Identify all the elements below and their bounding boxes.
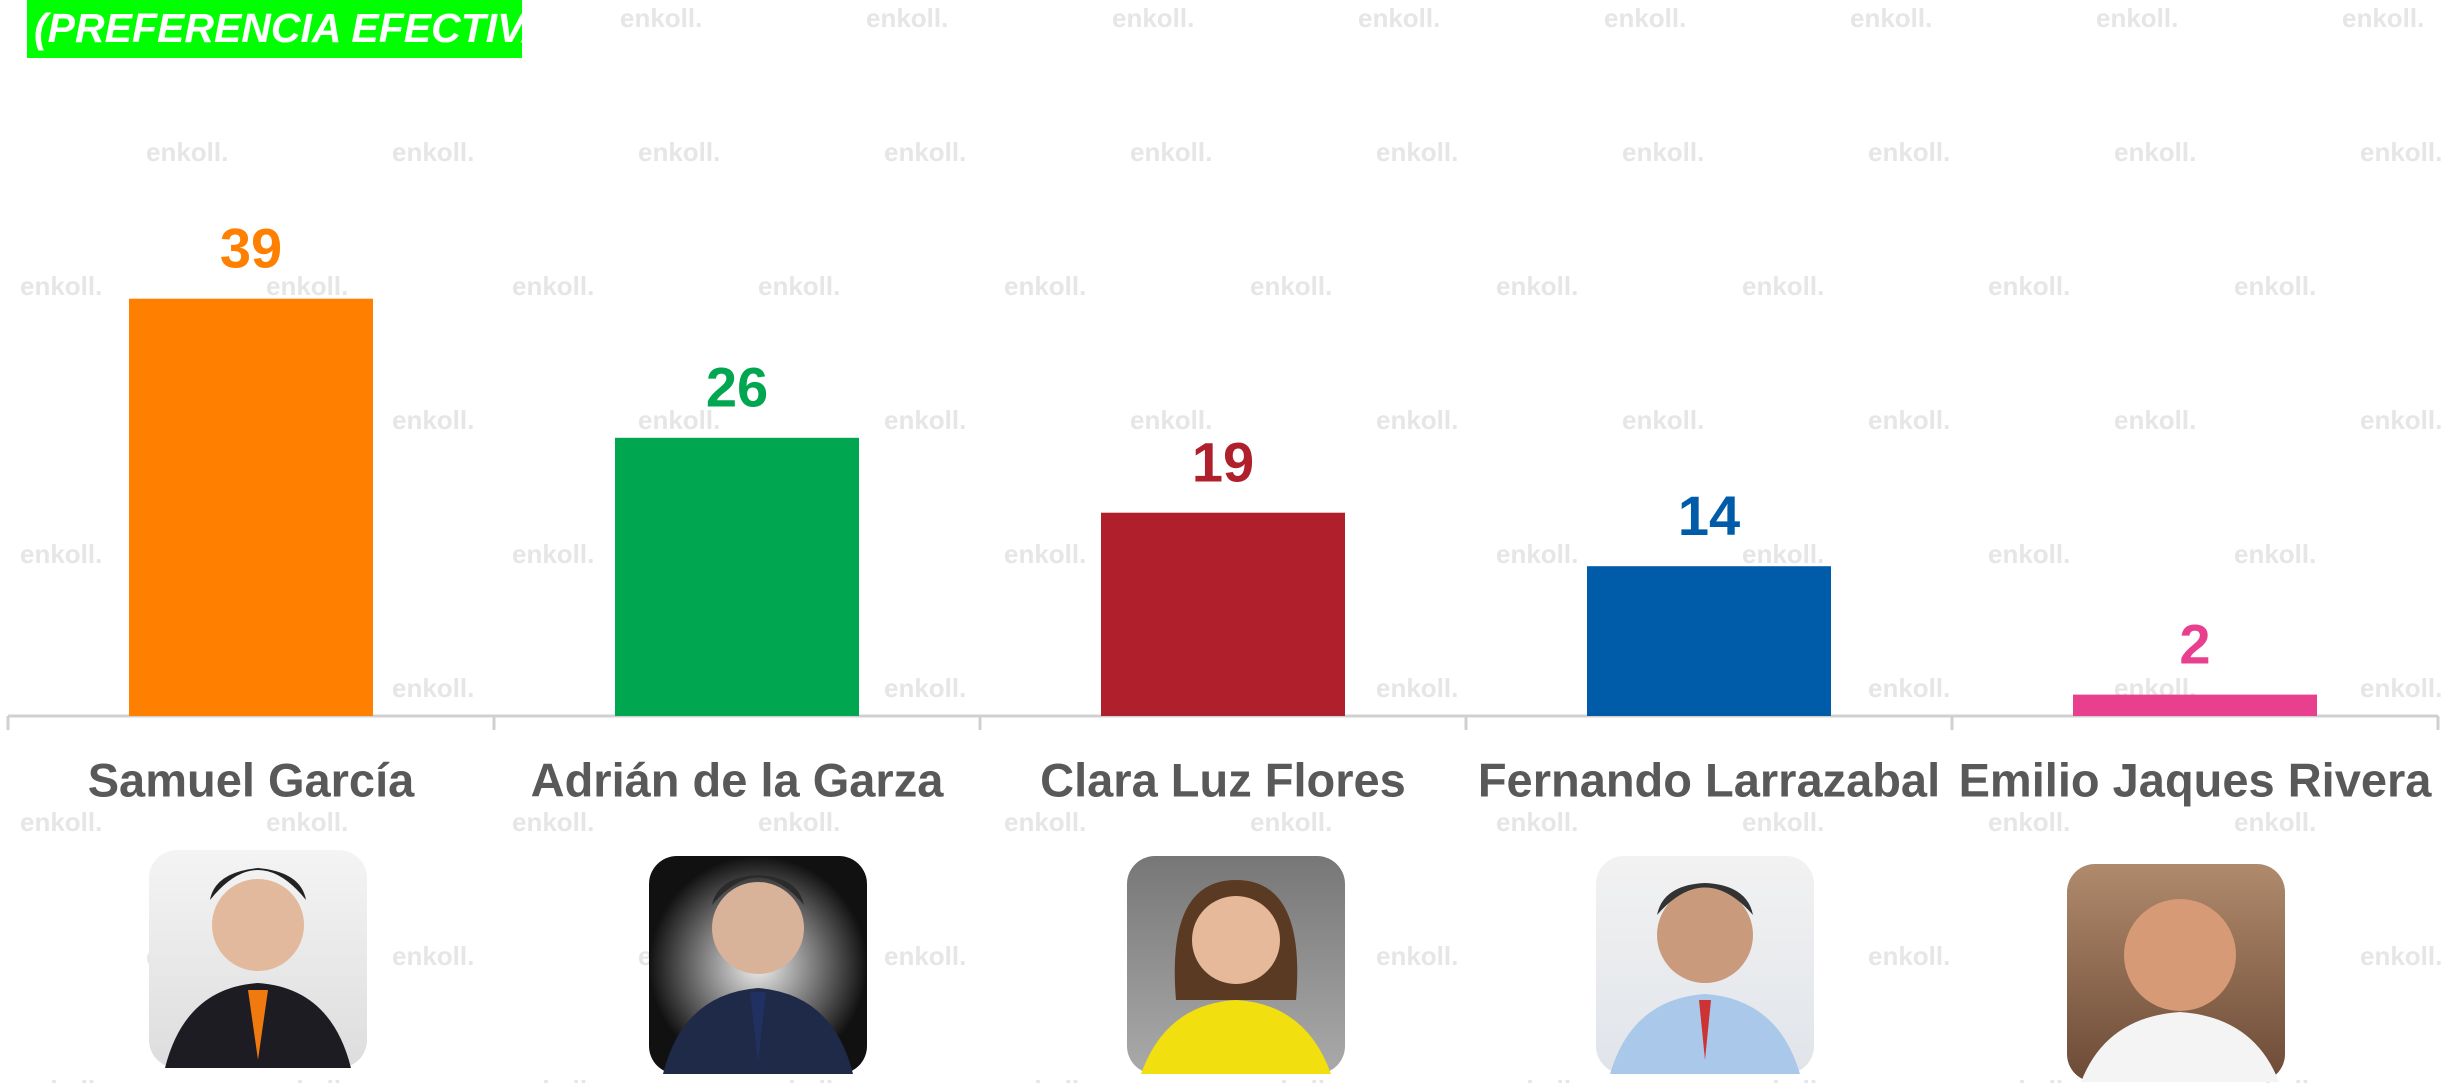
watermark: enkoll. — [1868, 673, 1950, 703]
watermark: enkoll. — [266, 807, 348, 837]
watermark: enkoll. — [758, 1075, 840, 1083]
watermark: enkoll. — [20, 271, 102, 301]
watermark: enkoll. — [1004, 539, 1086, 569]
watermark: enkoll. — [1868, 405, 1950, 435]
watermark: enkoll. — [758, 807, 840, 837]
watermark: enkoll. — [1868, 137, 1950, 167]
photo — [2067, 864, 2285, 1082]
watermark: enkoll. — [2096, 3, 2178, 33]
x-tick-label: Clara Luz Flores — [1040, 753, 1406, 806]
watermark: enkoll. — [1004, 1075, 1086, 1083]
watermark: enkoll. — [392, 673, 474, 703]
watermark: enkoll. — [1496, 1075, 1578, 1083]
watermark: enkoll. — [512, 539, 594, 569]
watermark: enkoll. — [392, 941, 474, 971]
bar — [1587, 566, 1831, 716]
watermark: enkoll. — [1622, 137, 1704, 167]
watermark: enkoll. — [20, 539, 102, 569]
bar — [1101, 513, 1345, 716]
watermark: enkoll. — [2114, 405, 2196, 435]
watermark: enkoll. — [2360, 137, 2442, 167]
watermark: enkoll. — [2342, 3, 2424, 33]
watermark: enkoll. — [884, 673, 966, 703]
photo — [149, 850, 367, 1068]
watermark: enkoll. — [2234, 271, 2316, 301]
watermark: enkoll. — [146, 137, 228, 167]
watermark: enkoll. — [1604, 3, 1686, 33]
watermark: enkoll. — [1742, 539, 1824, 569]
watermark: enkoll. — [2360, 673, 2442, 703]
watermark: enkoll. — [1988, 539, 2070, 569]
watermark: enkoll. — [884, 405, 966, 435]
value-label: 26 — [706, 356, 768, 419]
value-label: 19 — [1192, 430, 1254, 493]
bar — [129, 299, 373, 716]
watermark: enkoll. — [512, 807, 594, 837]
watermark: enkoll. — [1868, 941, 1950, 971]
photo — [1596, 856, 1814, 1074]
watermark: enkoll. — [1742, 271, 1824, 301]
watermark: enkoll. — [512, 1075, 594, 1083]
watermark: enkoll. — [1988, 807, 2070, 837]
watermark: enkoll. — [1622, 405, 1704, 435]
watermark: enkoll. — [1376, 941, 1458, 971]
value-label: 2 — [2179, 612, 2210, 675]
watermark: enkoll. — [884, 941, 966, 971]
watermark: enkoll. — [2234, 807, 2316, 837]
watermark: enkoll. — [620, 3, 702, 33]
watermark: enkoll. — [1496, 271, 1578, 301]
chart-title: (PREFERENCIA EFECTIVA) — [34, 5, 565, 51]
value-label: 39 — [220, 216, 282, 279]
watermark: enkoll. — [392, 405, 474, 435]
watermark: enkoll. — [2360, 941, 2442, 971]
watermark: enkoll. — [1130, 137, 1212, 167]
photo — [649, 856, 867, 1074]
watermark: enkoll. — [1250, 807, 1332, 837]
watermark: enkoll. — [1112, 3, 1194, 33]
watermark: enkoll. — [1004, 271, 1086, 301]
watermark: enkoll. — [1496, 539, 1578, 569]
x-tick-label: Fernando Larrazabal — [1478, 753, 1940, 806]
bar — [615, 438, 859, 716]
watermark: enkoll. — [1358, 3, 1440, 33]
watermark: enkoll. — [1376, 405, 1458, 435]
watermark: enkoll. — [1742, 1075, 1824, 1083]
value-label: 14 — [1678, 484, 1740, 547]
x-tick-label: Emilio Jaques Rivera — [1959, 753, 2433, 806]
watermark: enkoll. — [884, 137, 966, 167]
watermark: enkoll. — [1850, 3, 1932, 33]
watermark: enkoll. — [1496, 807, 1578, 837]
bar — [2073, 695, 2317, 716]
watermark: enkoll. — [866, 3, 948, 33]
watermark: enkoll. — [1250, 271, 1332, 301]
watermark: enkoll. — [2360, 405, 2442, 435]
watermark: enkoll. — [512, 271, 594, 301]
watermark: enkoll. — [392, 137, 474, 167]
watermark: enkoll. — [1988, 271, 2070, 301]
x-tick-label: Adrián de la Garza — [531, 753, 945, 806]
watermark: enkoll. — [20, 1075, 102, 1083]
watermark: enkoll. — [1376, 137, 1458, 167]
watermark: enkoll. — [638, 137, 720, 167]
watermark: enkoll. — [758, 271, 840, 301]
watermark: enkoll. — [1004, 807, 1086, 837]
watermark: enkoll. — [1742, 807, 1824, 837]
chart: enkoll. enkoll. enkoll. enkoll. enkoll. enkol… — [0, 0, 2443, 1083]
watermark: enkoll. — [1250, 1075, 1332, 1083]
watermark: enkoll. — [2114, 137, 2196, 167]
watermark: enkoll. — [1376, 673, 1458, 703]
watermark: enkoll. — [266, 1075, 348, 1083]
watermark: enkoll. — [1988, 1075, 2070, 1083]
watermark: enkoll. — [20, 807, 102, 837]
watermark: enkoll. — [2234, 539, 2316, 569]
photo — [1127, 856, 1345, 1074]
x-tick-label: Samuel García — [88, 753, 415, 806]
